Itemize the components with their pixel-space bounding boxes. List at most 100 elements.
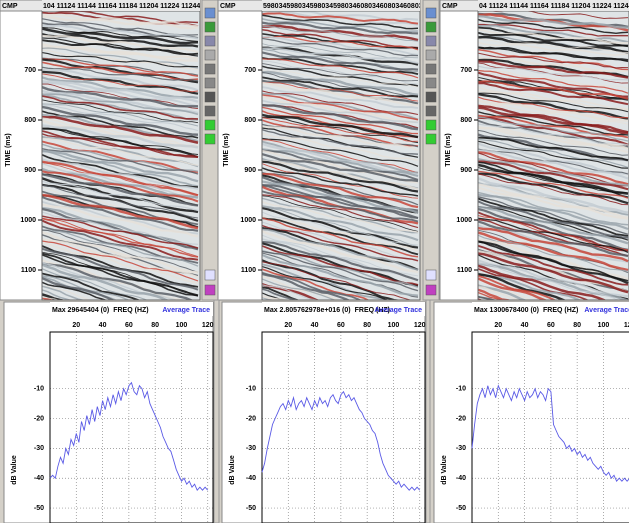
y-axis-label: dB Value [11,455,18,485]
reflector [262,206,419,248]
reflector [42,180,199,212]
toolbar-button[interactable] [425,119,437,131]
reflector [262,35,419,56]
toolbar-button[interactable] [425,21,437,33]
reflector [262,82,419,102]
toolbar-button[interactable] [204,105,216,117]
time-axis-label: TIME (ms) [5,133,12,166]
toolbar-button[interactable] [204,91,216,103]
reflector [478,163,629,195]
reflector [478,138,629,168]
reflector [42,99,199,124]
reflector [42,183,199,222]
reflector [478,170,629,199]
reflector [478,183,629,214]
chart-bg [221,301,426,523]
reflector [42,229,199,273]
toolbar-button[interactable] [425,105,437,117]
time-tick-label: 1000 [240,217,256,224]
reflector [478,252,629,294]
toolbar-button[interactable] [204,21,216,33]
reflector [42,207,199,250]
reflector [262,286,301,300]
reflector [262,263,388,300]
reflector [478,273,567,300]
reflector [42,117,198,148]
toolbar-button[interactable] [204,63,216,75]
toolbar-button[interactable] [425,77,437,89]
x-tick-label: 40 [521,322,529,329]
reflector [42,66,199,82]
reflector [478,259,629,298]
reflector [42,34,199,54]
x-axis-label: FREQ (HZ) [113,307,148,314]
reflector [262,288,305,300]
reflector [488,11,629,19]
toolbar-button[interactable] [204,133,216,145]
reflector [478,35,629,54]
legend-entry: Average Trace [162,307,210,314]
reflector [42,240,199,282]
toolbar-button[interactable] [425,7,437,19]
toolbar-button[interactable] [425,269,437,281]
reflector [262,284,320,300]
reflector [262,278,337,300]
y-tick-label: -20 [246,415,256,422]
reflector [262,37,419,57]
reflector [478,286,523,300]
toolbar-button[interactable] [204,7,216,19]
reflector [42,150,199,183]
reflector [478,46,629,63]
reflector [42,80,199,103]
toolbar-button[interactable] [425,35,437,47]
toolbar-button[interactable] [425,91,437,103]
cmp-labels: 04 11124 11144 11164 11184 11204 11224 1… [479,3,629,10]
y-tick-label: -30 [456,445,466,452]
toolbar-button[interactable] [204,77,216,89]
toolbar-button[interactable] [425,63,437,75]
reflector [262,215,419,252]
time-tick-label: 800 [460,117,472,124]
time-tick-label: 900 [244,167,256,174]
reflector [262,217,419,258]
reflector [42,217,199,258]
time-tick-label: 700 [24,67,36,74]
reflector [478,196,629,235]
toolbar-button[interactable] [425,133,437,145]
reflector [478,274,557,300]
axis-strip [439,0,479,301]
reflector [42,193,199,230]
plot-frame [49,331,214,523]
header-bar [472,302,629,316]
reflector [478,126,629,154]
plot-frame [471,331,629,523]
toolbar-button[interactable] [204,284,216,296]
time-tick-label: 1100 [457,267,472,274]
reflector [478,116,629,146]
reflector [42,196,199,232]
reflector [262,24,419,42]
reflector [262,86,419,109]
toolbar-button[interactable] [204,35,216,47]
y-tick-label: -20 [456,415,466,422]
reflector [42,93,199,116]
toolbar-button[interactable] [204,49,216,61]
reflector [478,24,629,43]
toolbar-button[interactable] [425,49,437,61]
reflector [42,229,199,267]
spectrum-line [471,384,629,483]
reflector [42,37,199,57]
spectrum-line [49,381,209,492]
toolbar-button[interactable] [425,284,437,296]
y-axis-label: dB Value [441,455,448,485]
reflector [478,186,629,220]
toolbar-button[interactable] [204,119,216,131]
reflector [42,58,199,77]
seismic-image [478,11,629,300]
reflector [262,148,419,178]
reflector [478,151,629,186]
x-tick-label: 20 [72,322,80,329]
toolbar-button[interactable] [204,269,216,281]
reflector [478,126,629,151]
reflector [478,172,629,205]
